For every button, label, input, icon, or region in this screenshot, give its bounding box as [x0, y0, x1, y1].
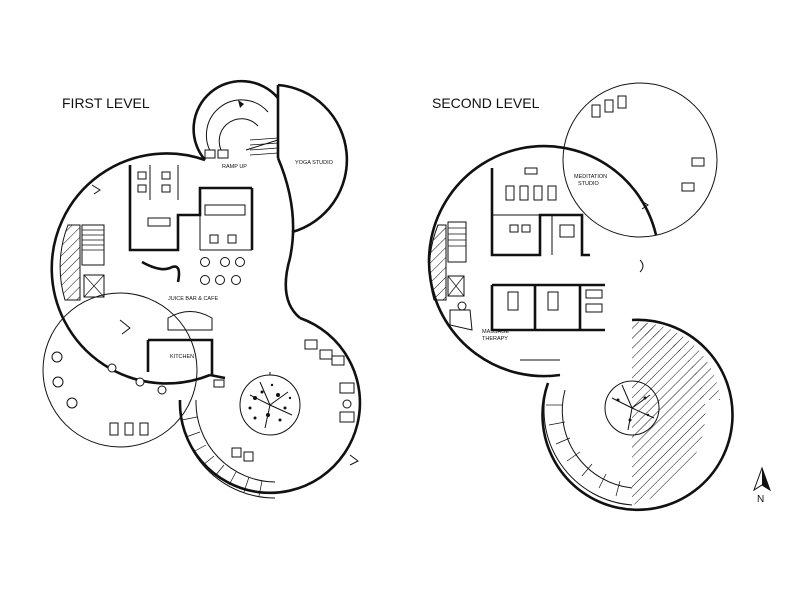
- first-level-plan: FIRST LEVEL: [42, 79, 362, 499]
- lounge-furniture: [213, 339, 355, 462]
- ramp-up-label: RAMP UP: [222, 164, 247, 170]
- meditation-label-2: STUDIO: [578, 181, 600, 187]
- north-label: N: [757, 494, 764, 505]
- massage-label-1: MASSAGE: [482, 329, 510, 335]
- upper-terrace-outline: [562, 82, 718, 238]
- courtyard-wall: [178, 316, 362, 495]
- upper-tree-planter: [604, 380, 660, 436]
- terrace-outline: [42, 292, 198, 448]
- second-level-title: SECOND LEVEL: [432, 95, 540, 111]
- north-arrow-icon: [753, 466, 771, 492]
- yoga-studio-label: YOGA STUDIO: [295, 160, 334, 166]
- meditation-label-1: MEDITATION: [574, 174, 607, 180]
- second-level-plan: SECOND LEVEL: [427, 82, 734, 512]
- juice-bar-label: JUICE BAR & CAFE: [168, 296, 218, 302]
- terrace-tables: [51, 351, 167, 436]
- tree-icon-upper: [611, 384, 655, 431]
- second-main-wall: [427, 144, 658, 378]
- massage-label-2: THERAPY: [482, 336, 508, 342]
- yoga-studio-wall: [277, 83, 349, 234]
- upper-deck-wall: [541, 318, 734, 512]
- meditation-mats: [505, 167, 557, 201]
- ramp-wall: [192, 79, 279, 161]
- kitchen-label: KITCHEN: [170, 354, 194, 360]
- tree-icon: [248, 381, 293, 429]
- cafe-tables: [200, 257, 245, 285]
- massage-tables: [507, 289, 603, 313]
- first-level-title: FIRST LEVEL: [62, 95, 150, 111]
